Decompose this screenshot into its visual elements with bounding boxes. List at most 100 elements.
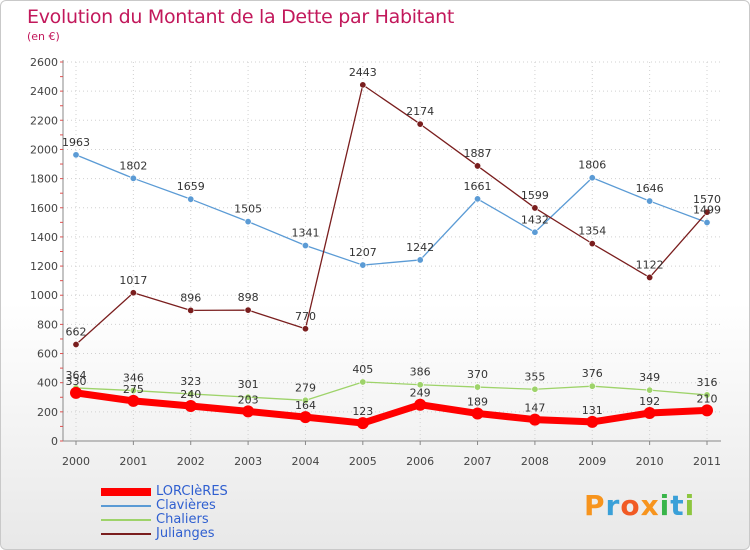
data-label: 323 xyxy=(180,375,201,388)
data-label: 1341 xyxy=(291,227,319,240)
data-point xyxy=(646,273,654,281)
data-point xyxy=(242,405,255,418)
data-point xyxy=(72,151,80,159)
data-label: 1017 xyxy=(119,274,147,287)
data-label: 1354 xyxy=(578,225,606,238)
data-label: 1661 xyxy=(464,180,492,193)
data-point xyxy=(531,385,539,393)
data-label: 364 xyxy=(66,369,87,382)
data-point xyxy=(244,306,252,314)
data-label: 770 xyxy=(295,310,316,323)
data-point xyxy=(70,386,82,399)
data-label: 275 xyxy=(123,383,144,396)
data-label: 898 xyxy=(238,291,259,304)
legend-label: Julianges xyxy=(156,526,215,541)
legend-swatch xyxy=(101,488,151,496)
data-point xyxy=(129,387,137,395)
data-label: 192 xyxy=(639,395,660,408)
logo-letter: o xyxy=(620,489,641,522)
chart-subtitle: (en €) xyxy=(27,30,60,43)
data-label: 386 xyxy=(410,366,431,379)
y-tick-label: 1000 xyxy=(30,289,58,302)
x-tick-label: 2003 xyxy=(234,455,262,468)
data-label: 1659 xyxy=(177,180,205,193)
data-label: 147 xyxy=(524,402,545,415)
data-label: 2174 xyxy=(406,105,434,118)
data-label: 301 xyxy=(238,378,259,391)
legend-swatch xyxy=(101,533,151,535)
x-tick-label: 2007 xyxy=(464,455,492,468)
logo-letter: t xyxy=(670,489,685,522)
data-point xyxy=(301,325,309,333)
data-label: 1963 xyxy=(62,136,90,149)
series-line xyxy=(72,389,711,427)
legend-label: Clavières xyxy=(156,498,216,513)
y-tick-label: 1200 xyxy=(30,260,58,273)
data-point xyxy=(531,228,539,236)
x-tick-label: 2010 xyxy=(636,455,664,468)
data-label: 346 xyxy=(123,372,144,385)
series-line xyxy=(75,154,708,266)
x-tick-label: 2000 xyxy=(62,455,90,468)
data-label: 349 xyxy=(639,371,660,384)
data-label: 330 xyxy=(66,375,87,388)
y-tick-label: 1600 xyxy=(30,202,58,215)
data-point xyxy=(471,407,484,420)
data-label: 1499 xyxy=(693,203,721,216)
data-point xyxy=(187,195,195,203)
data-point xyxy=(588,382,596,390)
data-point xyxy=(701,404,713,417)
data-point xyxy=(646,197,654,205)
logo-letter: i xyxy=(659,489,671,522)
data-point xyxy=(187,306,195,314)
x-tick-label: 2005 xyxy=(349,455,377,468)
series-line xyxy=(75,381,708,401)
data-label: 2443 xyxy=(349,66,377,79)
y-tick-label: 400 xyxy=(37,377,58,390)
data-label: 1122 xyxy=(636,258,664,271)
y-tick-label: 0 xyxy=(51,435,58,448)
data-label: 376 xyxy=(582,367,603,380)
x-tick-label: 2004 xyxy=(291,455,319,468)
legend-label: LORCIèRES xyxy=(156,484,228,499)
x-tick-label: 2011 xyxy=(693,455,721,468)
logo-letter: r xyxy=(605,489,621,522)
y-tick-label: 2200 xyxy=(30,114,58,127)
logo-letter: i xyxy=(684,489,696,522)
data-point xyxy=(588,174,596,182)
data-label: 131 xyxy=(582,404,603,417)
data-point xyxy=(129,289,137,297)
y-tick-label: 2000 xyxy=(30,143,58,156)
legend-label: Chaliers xyxy=(156,512,209,527)
data-label: 1505 xyxy=(234,203,262,216)
data-label: 662 xyxy=(66,326,87,339)
x-tick-label: 2009 xyxy=(578,455,606,468)
data-point xyxy=(474,383,482,391)
data-point xyxy=(588,240,596,248)
logo-letter: x xyxy=(640,489,660,522)
data-label: 123 xyxy=(352,405,373,418)
y-tick-label: 800 xyxy=(37,318,58,331)
x-tick-label: 2008 xyxy=(521,455,549,468)
data-point xyxy=(299,411,312,424)
x-tick-label: 2001 xyxy=(119,455,147,468)
data-label: 1242 xyxy=(406,241,434,254)
data-label: 370 xyxy=(467,368,488,381)
y-tick-label: 1400 xyxy=(30,231,58,244)
data-label: 405 xyxy=(352,363,373,376)
y-tick-label: 600 xyxy=(37,348,58,361)
data-point xyxy=(72,341,80,349)
y-tick-label: 1800 xyxy=(30,173,58,186)
data-point xyxy=(646,386,654,394)
y-tick-label: 2600 xyxy=(30,56,58,69)
data-point xyxy=(474,195,482,203)
y-tick-label: 2400 xyxy=(30,85,58,98)
data-point xyxy=(301,242,309,250)
data-point xyxy=(643,407,656,420)
data-label: 1432 xyxy=(521,213,549,226)
data-label: 1802 xyxy=(119,159,147,172)
data-label: 1887 xyxy=(464,147,492,160)
data-label: 355 xyxy=(524,370,545,383)
data-label: 1570 xyxy=(693,193,721,206)
